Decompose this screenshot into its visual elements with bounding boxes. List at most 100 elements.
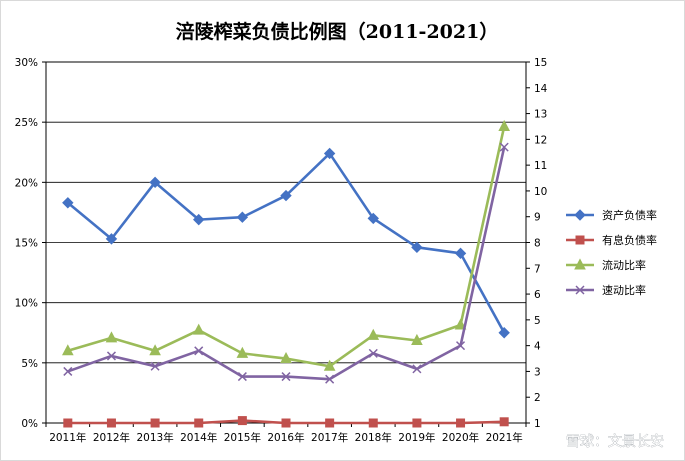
- data-point: [193, 213, 205, 226]
- left-axis-tick-label: 10%: [15, 298, 38, 310]
- left-axis-tick-label: 20%: [15, 177, 38, 189]
- right-axis-tick-label: 3: [534, 366, 541, 378]
- gridlines: [46, 121, 526, 364]
- x-axis-tick-label: 2011年: [49, 431, 86, 444]
- data-point: [149, 344, 161, 356]
- x-marker-stroke: [194, 346, 204, 356]
- data-point: [323, 359, 336, 371]
- x-axis-tick-label: 2014年: [180, 431, 217, 444]
- x-axis-tick-label: 2017年: [311, 431, 348, 444]
- data-point: [456, 341, 466, 351]
- data-point: [456, 418, 466, 428]
- legend-label: 有息负债率: [602, 233, 657, 247]
- legend-swatch-marker: [574, 209, 586, 221]
- right-axis-tick-label: 8: [534, 238, 541, 250]
- right-axis-tick-label: 4: [534, 341, 541, 353]
- data-point: [411, 241, 423, 254]
- data-point: [325, 374, 335, 384]
- legend-label: 资产负债率: [602, 208, 657, 222]
- right-axis-tick-label: 6: [534, 289, 541, 301]
- data-point: [236, 211, 249, 223]
- legend-label: 流动比率: [602, 258, 646, 272]
- data-point: [281, 418, 291, 428]
- legend-item: 流动比率: [566, 258, 646, 272]
- data-point: [411, 333, 423, 345]
- data-point: [280, 351, 292, 364]
- data-point: [368, 348, 378, 358]
- legend-swatch-marker: [574, 258, 586, 270]
- left-axis-tick-label: 25%: [15, 117, 38, 129]
- legend-swatch-marker: [575, 235, 585, 245]
- x-marker-stroke: [237, 372, 247, 382]
- data-point: [412, 364, 422, 374]
- right-axis-tick-label: 5: [534, 315, 541, 327]
- series-line: [67, 126, 506, 368]
- watermark-text: 雪球：文景长安: [566, 434, 664, 450]
- x-marker-stroke: [368, 348, 378, 358]
- data-point: [105, 233, 118, 245]
- right-axis-tick-label: 11: [534, 160, 547, 172]
- data-point: [281, 372, 291, 382]
- data-point: [412, 418, 422, 428]
- data-point: [237, 372, 247, 382]
- right-axis-tick-label: 7: [534, 263, 541, 275]
- x-axis-tick-label: 2012年: [93, 431, 130, 444]
- right-axis-tick-label: 15: [534, 57, 547, 69]
- x-axis-tick-label: 2018年: [355, 431, 392, 444]
- data-point: [498, 327, 510, 339]
- data-point: [63, 366, 73, 376]
- axes: 0%5%10%15%20%25%30%123456789101112131415…: [15, 57, 548, 444]
- x-marker-stroke: [575, 285, 585, 295]
- data-point: [236, 346, 249, 358]
- data-point: [237, 416, 247, 426]
- right-axis-tick-label: 1: [534, 418, 541, 430]
- right-axis-tick-label: 12: [534, 134, 547, 146]
- series-1: [62, 147, 510, 339]
- data-point: [61, 344, 74, 356]
- legend-item: 有息负债率: [566, 233, 657, 247]
- data-point: [280, 189, 292, 202]
- x-marker-stroke: [412, 364, 422, 374]
- series-3: [61, 119, 511, 371]
- series: [61, 119, 511, 428]
- data-point: [63, 418, 73, 428]
- data-point: [367, 328, 380, 340]
- legend-label: 速动比率: [602, 283, 646, 297]
- chart-title: 涪陵榨菜负债比例图（2011-2021）: [176, 20, 499, 43]
- series-2: [63, 416, 509, 428]
- legend-item: 速动比率: [566, 283, 646, 297]
- data-point: [149, 176, 161, 189]
- x-axis-tick-label: 2016年: [267, 431, 304, 444]
- right-axis-tick-label: 9: [534, 212, 541, 224]
- x-marker-stroke: [281, 372, 291, 382]
- data-point: [367, 212, 379, 225]
- data-point: [325, 418, 335, 428]
- x-axis-tick-label: 2020年: [442, 431, 479, 444]
- data-point: [194, 418, 204, 428]
- data-point: [194, 346, 204, 356]
- data-point: [499, 417, 509, 427]
- legend-item: 资产负债率: [566, 208, 657, 222]
- data-point: [106, 418, 116, 428]
- right-axis-tick-label: 2: [534, 392, 541, 404]
- data-point: [105, 331, 118, 343]
- data-point: [150, 361, 160, 371]
- data-point: [454, 318, 467, 330]
- series-line: [66, 152, 506, 334]
- x-marker-stroke: [456, 341, 466, 351]
- x-marker-stroke: [63, 366, 73, 376]
- x-axis-tick-label: 2013年: [136, 431, 173, 444]
- right-axis-tick-label: 10: [534, 186, 547, 198]
- x-marker-stroke: [106, 351, 116, 361]
- legend-swatch-marker: [575, 285, 585, 295]
- x-marker-stroke: [325, 374, 335, 384]
- data-point: [368, 418, 378, 428]
- data-point: [62, 197, 74, 209]
- x-marker-stroke: [499, 142, 509, 152]
- left-axis-tick-label: 5%: [21, 358, 38, 370]
- left-axis-tick-label: 30%: [15, 57, 38, 69]
- left-axis-tick-label: 0%: [21, 418, 38, 430]
